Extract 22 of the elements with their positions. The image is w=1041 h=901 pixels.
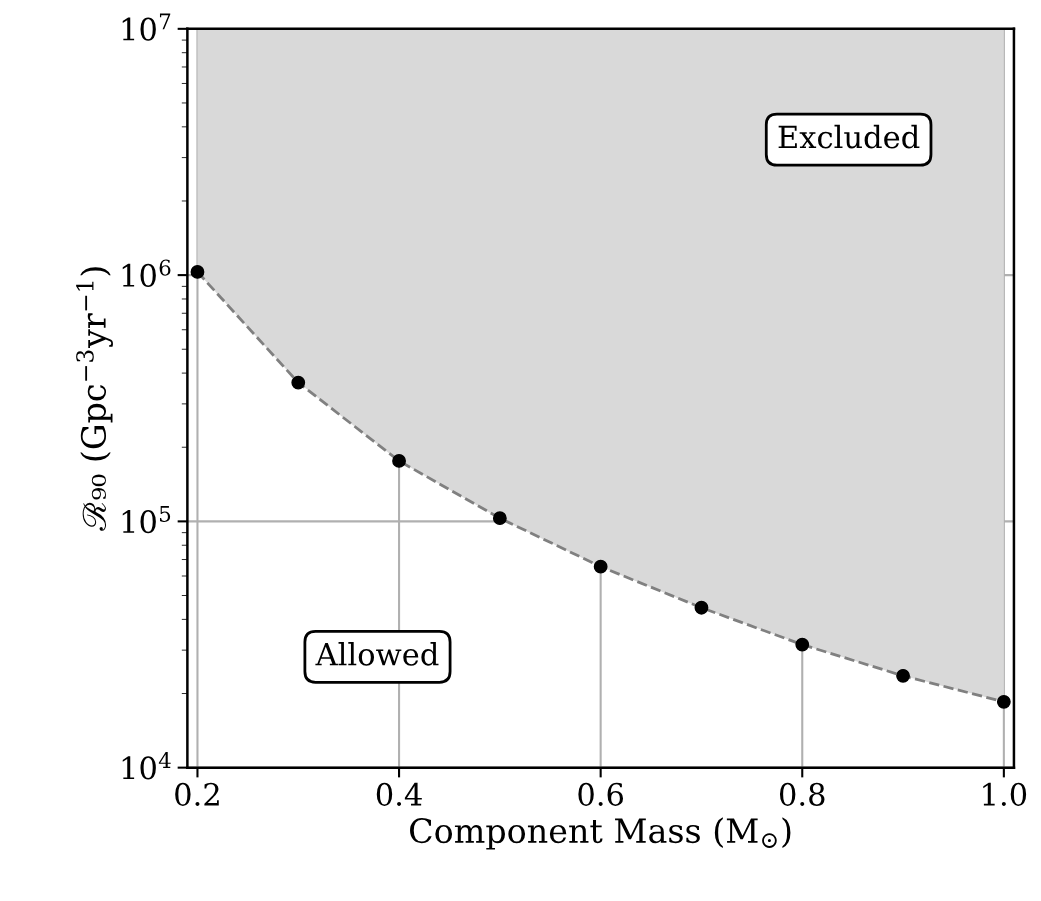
point (694, 600, 709, 615)
x-tick-label: 0.4 (376, 782, 422, 806)
point (593, 559, 608, 574)
point (392, 454, 406, 468)
x-tick-label: 0.8 (779, 782, 825, 806)
annotation: Excluded (778, 124, 920, 149)
x-axis-title: Component Mass (M$_{⊙}$) (410, 817, 791, 850)
point (190, 265, 205, 279)
y-tick-label: 10$^{6}$ (122, 259, 171, 287)
x-tick-label: 0.6 (578, 782, 624, 806)
y-tick-label: 10$^{5}$ (122, 506, 171, 534)
x-tick-label: 1.0 (983, 782, 1027, 806)
point (996, 694, 1011, 709)
y-tick-label: 10$^{7}$ (122, 13, 171, 41)
point (492, 511, 507, 526)
point (795, 637, 810, 652)
x-tick-label: 0.2 (175, 782, 219, 806)
y-axis-title: ℛ₉₀ (Gpc$^{−3}$yr$^{−1}$) (76, 267, 113, 531)
y-tick-label: 10$^{4}$ (122, 752, 171, 780)
annotation: Allowed (315, 642, 439, 666)
point (291, 375, 306, 390)
point (896, 668, 910, 683)
